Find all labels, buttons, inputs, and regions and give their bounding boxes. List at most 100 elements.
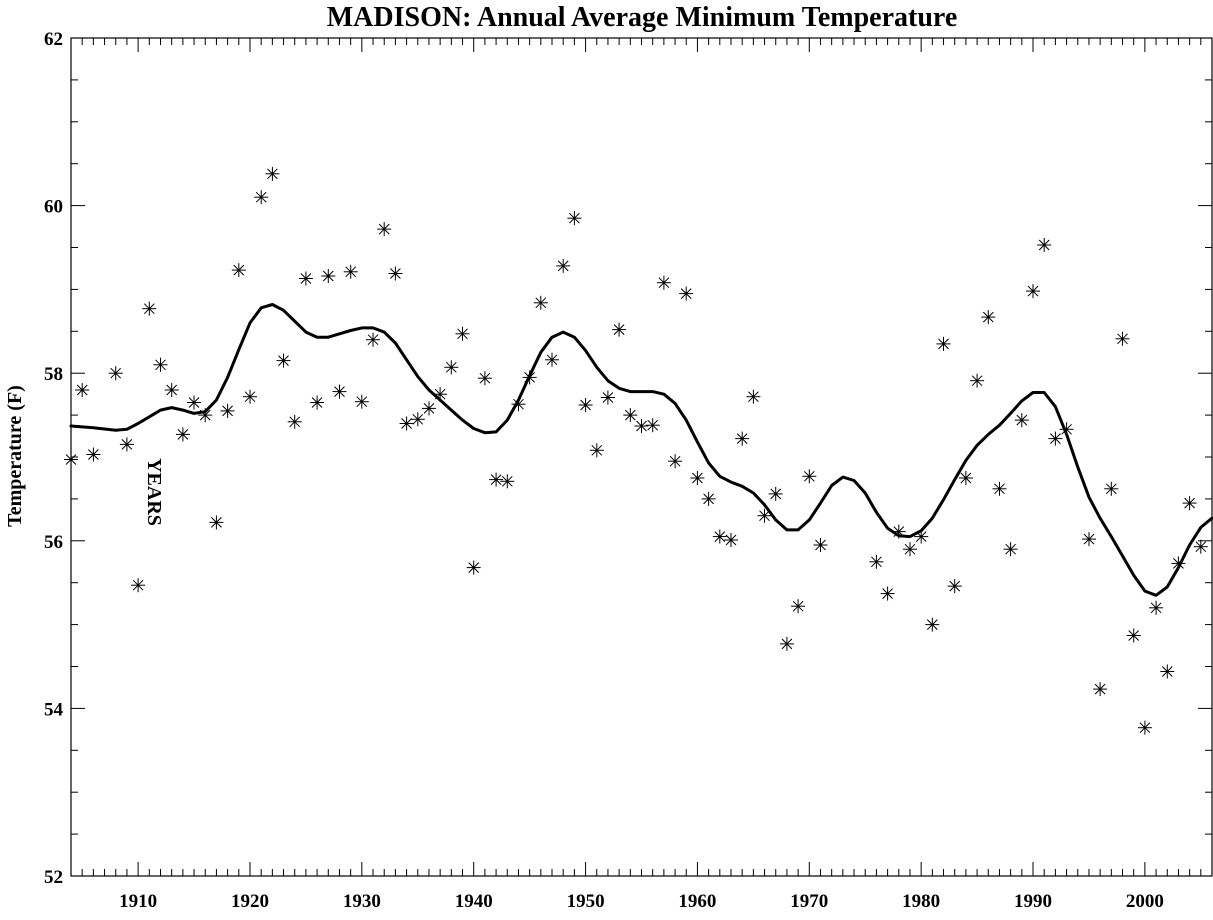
data-point (925, 617, 940, 632)
y-axis-label: Temperature (F) (4, 385, 26, 527)
data-point (433, 387, 448, 402)
data-point (298, 271, 313, 286)
data-point (880, 586, 895, 601)
data-point (958, 471, 973, 485)
y-tick-label: 56 (44, 532, 63, 553)
data-point (970, 373, 985, 388)
data-point (612, 322, 627, 337)
x-tick-label: 2000 (1126, 891, 1164, 912)
plot-frame (70, 37, 1213, 877)
data-point (813, 538, 828, 552)
data-point (802, 469, 817, 484)
data-point (1160, 664, 1175, 679)
data-point (1137, 720, 1152, 735)
data-point (1104, 481, 1119, 496)
data-point (779, 636, 794, 651)
data-point (187, 395, 201, 410)
data-point (981, 310, 996, 325)
data-point (422, 401, 436, 416)
data-point (1048, 431, 1063, 446)
data-point (567, 211, 582, 226)
data-point (500, 474, 515, 489)
data-point (243, 389, 257, 404)
trend-line (69, 303, 1213, 597)
data-point (724, 533, 738, 547)
data-point (645, 418, 660, 433)
y-tick-label: 62 (44, 29, 63, 50)
data-point (869, 554, 884, 569)
data-point (556, 258, 571, 273)
data-point (444, 360, 459, 375)
data-point (410, 412, 425, 427)
data-point (1182, 496, 1197, 511)
data-point (209, 515, 224, 530)
x-tick-label: 1980 (902, 891, 940, 912)
data-point (164, 383, 179, 397)
data-point (712, 529, 727, 544)
data-point (1037, 238, 1052, 252)
data-point (287, 414, 302, 429)
data-point (545, 352, 559, 367)
data-point (466, 560, 481, 575)
data-point (377, 222, 392, 237)
data-point (75, 383, 90, 397)
y-tick-label: 58 (44, 364, 63, 385)
data-point (119, 437, 134, 452)
x-tick-label: 1970 (790, 891, 828, 912)
data-point (914, 529, 929, 544)
data-point (220, 403, 235, 418)
data-point (310, 395, 325, 410)
data-point (153, 357, 168, 372)
data-point (903, 542, 917, 557)
data-point (86, 447, 101, 462)
data-point (656, 275, 671, 290)
data-point (992, 481, 1007, 496)
data-point (668, 454, 683, 469)
data-point (231, 263, 246, 278)
x-tick-label: 1930 (343, 891, 381, 912)
tick-labels: 1910 1920 1930 1940 1950 1960 1970 1980 1990 2000… (44, 29, 1164, 912)
data-point (791, 599, 806, 614)
y-tick-label: 52 (44, 867, 63, 888)
data-point (1149, 600, 1164, 615)
data-point (1126, 628, 1141, 643)
data-point (522, 370, 537, 385)
data-point (600, 390, 615, 405)
data-point (533, 295, 548, 310)
data-point (131, 578, 146, 593)
data-point (1171, 556, 1186, 571)
x-tick-label: 1940 (455, 891, 493, 912)
y-tick-label: 54 (44, 699, 64, 720)
data-point (757, 508, 772, 523)
data-point (1082, 532, 1096, 547)
data-point (489, 472, 504, 487)
data-point (735, 431, 750, 446)
data-point (477, 371, 492, 386)
x-tick-label: 1960 (678, 891, 716, 912)
axis-ticks (70, 37, 1213, 877)
data-point (701, 491, 716, 506)
data-point (891, 524, 906, 539)
data-point (366, 332, 380, 347)
data-point (936, 336, 951, 351)
data-point (1026, 284, 1040, 299)
data-point (455, 326, 470, 341)
data-point (1014, 413, 1029, 428)
data-point (634, 419, 649, 433)
x-tick-label: 1990 (1014, 891, 1052, 912)
chart-title: MADISON: Annual Average Minimum Temperat… (327, 2, 958, 33)
data-point (265, 166, 280, 181)
data-point (276, 353, 291, 368)
x-tick-label: 1950 (567, 891, 605, 912)
data-point (578, 398, 593, 412)
data-point (947, 579, 962, 594)
data-point (254, 190, 269, 205)
data-point (589, 443, 604, 458)
data-point (332, 384, 347, 399)
data-point (623, 408, 638, 423)
y-tick-label: 60 (44, 197, 63, 218)
data-point (388, 266, 403, 281)
data-point (1003, 542, 1018, 557)
data-point (511, 397, 526, 412)
